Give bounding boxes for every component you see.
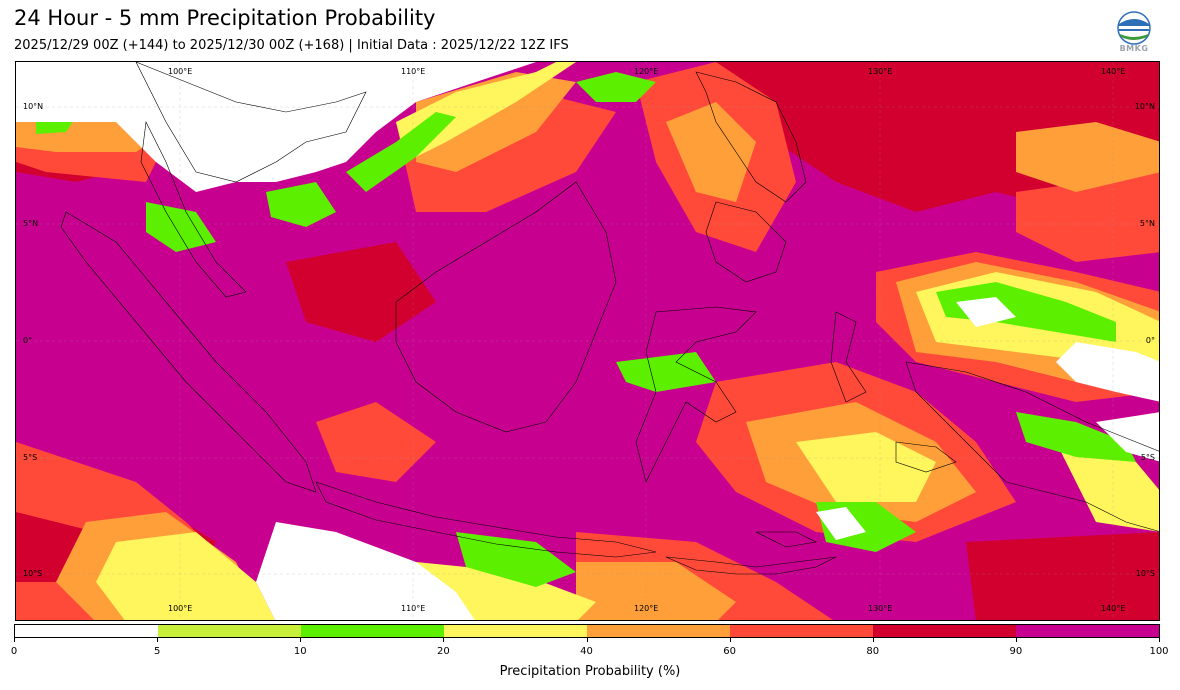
colorbar-tick-mark bbox=[14, 638, 15, 642]
colorbar-tick-label: 5 bbox=[153, 646, 161, 657]
colorbar-tick-mark bbox=[729, 638, 731, 642]
colorbar-segment-5 bbox=[730, 625, 873, 637]
lon-label-bottom-120: 120°E bbox=[634, 604, 659, 613]
lon-label-bottom-110: 110°E bbox=[401, 604, 426, 613]
lon-label-top-120: 120°E bbox=[634, 67, 659, 76]
colorbar-tick-label: 90 bbox=[1009, 646, 1023, 657]
band-0-5 bbox=[16, 62, 1159, 620]
colorbar-tick-label: 60 bbox=[723, 646, 736, 657]
lat-label-left-5n: 5°N bbox=[23, 219, 39, 228]
colorbar-tick-mark bbox=[300, 638, 302, 642]
chart-title: 24 Hour - 5 mm Precipitation Probability bbox=[14, 6, 436, 30]
lat-label-right-0: 0° bbox=[1145, 336, 1155, 345]
colorbar-tick-label: 100 bbox=[1149, 646, 1169, 657]
lat-label-right-5n: 5°N bbox=[1139, 219, 1155, 228]
colorbar-tick-mark bbox=[157, 638, 159, 642]
coastlines bbox=[60, 62, 1159, 575]
colorbar-segment-4 bbox=[587, 625, 730, 637]
colorbar-tick-label: 80 bbox=[866, 646, 880, 657]
chart-subtitle: 2025/12/29 00Z (+144) to 2025/12/30 00Z … bbox=[14, 38, 569, 53]
lat-label-left-10s: 10°S bbox=[23, 569, 43, 578]
lon-label-bottom-130: 130°E bbox=[868, 604, 893, 613]
bmkg-logo bbox=[1114, 10, 1154, 56]
lon-label-bottom-100: 100°E bbox=[168, 604, 193, 613]
lat-label-right-10s: 10°S bbox=[1135, 569, 1155, 578]
colorbar bbox=[14, 624, 1160, 638]
graticule bbox=[16, 62, 1159, 620]
colorbar-segment-2 bbox=[301, 625, 444, 637]
lon-label-top-140: 140°E bbox=[1101, 67, 1126, 76]
lat-label-left-10n: 10°N bbox=[23, 102, 44, 111]
lon-label-bottom-140: 140°E bbox=[1101, 604, 1126, 613]
colorbar-tick-label: 10 bbox=[293, 646, 307, 657]
colorbar-segment-6 bbox=[873, 625, 1016, 637]
lat-label-left-0: 0° bbox=[23, 336, 33, 345]
colorbar-title: Precipitation Probability (%) bbox=[499, 664, 681, 679]
lon-label-top-110: 110°E bbox=[401, 67, 426, 76]
colorbar-segment-7 bbox=[1016, 625, 1159, 637]
map-svg bbox=[16, 62, 1159, 620]
lat-label-right-10n: 10°N bbox=[1134, 102, 1155, 111]
colorbar-tick-mark bbox=[1015, 638, 1017, 642]
colorbar-tick-label: 0 bbox=[10, 646, 18, 657]
colorbar-tick-label: 20 bbox=[437, 646, 450, 657]
lat-label-right-5s: 5°S bbox=[1140, 453, 1155, 462]
colorbar-tick-mark bbox=[586, 638, 588, 642]
colorbar-segment-1 bbox=[158, 625, 301, 637]
colorbar-tick-mark bbox=[872, 638, 874, 642]
bmkg-logo-text: BMKG bbox=[1119, 44, 1149, 53]
colorbar-tick-mark bbox=[443, 638, 445, 642]
colorbar-tick-label: 40 bbox=[580, 646, 593, 657]
lon-label-top-100: 100°E bbox=[168, 67, 193, 76]
lat-label-left-5s: 5°S bbox=[23, 453, 38, 462]
colorbar-segment-3 bbox=[444, 625, 587, 637]
colorbar-segment-0 bbox=[15, 625, 158, 637]
precipitation-map: 100°E 110°E 120°E 130°E 140°E 100°E 110°… bbox=[15, 61, 1160, 621]
colorbar-tick-mark bbox=[1159, 638, 1160, 642]
lon-label-top-130: 130°E bbox=[868, 67, 893, 76]
